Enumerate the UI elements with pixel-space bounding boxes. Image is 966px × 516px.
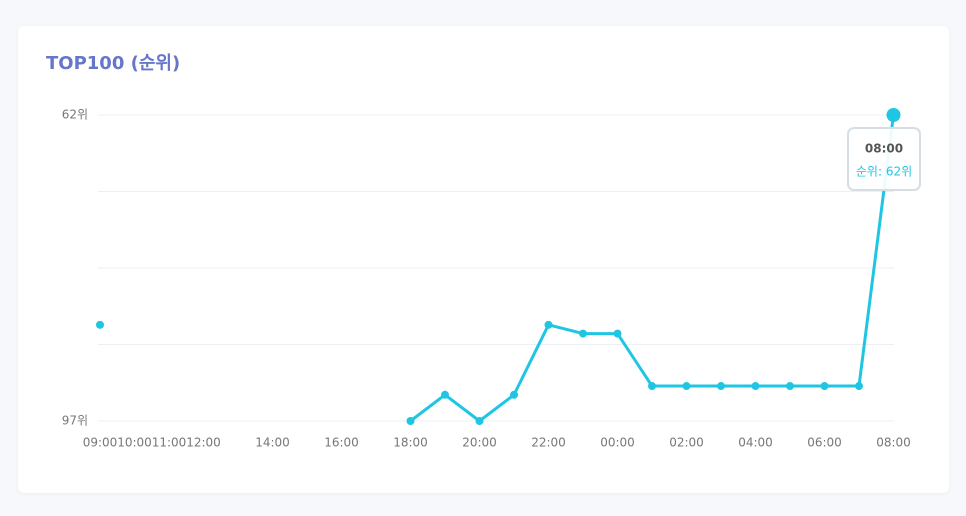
data-point (510, 390, 518, 399)
data-point (441, 390, 449, 399)
data-point (406, 417, 415, 425)
card (18, 26, 949, 493)
x-tick-label: 20:00 (462, 436, 497, 450)
x-tick-label: 22:00 (531, 436, 566, 450)
tooltip: 08:00 순위: 62위 (847, 127, 921, 191)
data-point (682, 382, 691, 391)
x-tick-label: 04:00 (738, 436, 773, 450)
data-point (475, 417, 484, 425)
x-tick-label: 11:00 (152, 436, 187, 450)
data-point (544, 320, 553, 329)
x-tick-label: 12:00 (186, 436, 221, 450)
x-tick-label: 00:00 (600, 436, 635, 450)
x-tick-label: 10:00 (117, 436, 152, 450)
tooltip-title: 08:00 (865, 142, 903, 156)
data-point (648, 382, 656, 391)
chart-title: TOP100 (순위) (46, 53, 180, 74)
data-point (579, 329, 587, 338)
data-point (855, 382, 863, 391)
data-point (96, 320, 104, 329)
data-point (786, 382, 794, 391)
y-tick-label: 62위 (62, 108, 88, 122)
x-tick-label: 06:00 (807, 436, 842, 450)
x-tick-label: 09:00 (83, 436, 118, 450)
x-tick-label: 16:00 (324, 436, 359, 450)
tooltip-text: 순위: 62위 (856, 165, 912, 179)
x-tick-label: 08:00 (876, 436, 911, 450)
data-point (886, 108, 901, 122)
data-point (751, 382, 760, 391)
data-point (820, 382, 829, 391)
data-point (613, 329, 622, 338)
x-tick-label: 02:00 (669, 436, 704, 450)
x-tick-label: 18:00 (393, 436, 428, 450)
tooltip-box (847, 127, 921, 191)
x-tick-label: 14:00 (255, 436, 290, 450)
y-tick-label: 97위 (62, 414, 88, 428)
data-point (717, 382, 725, 391)
